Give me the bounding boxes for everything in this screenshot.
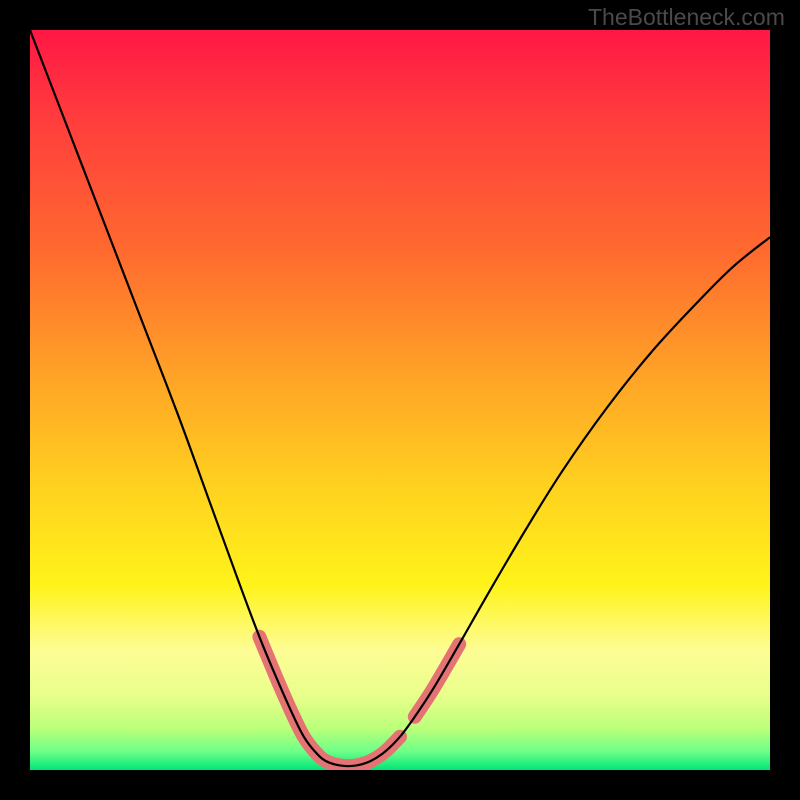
chart-canvas: TheBottleneck.com [0,0,800,800]
plot-area [30,30,770,770]
watermark-text: TheBottleneck.com [588,4,785,31]
gradient-background [30,30,770,770]
plot-svg [30,30,770,770]
